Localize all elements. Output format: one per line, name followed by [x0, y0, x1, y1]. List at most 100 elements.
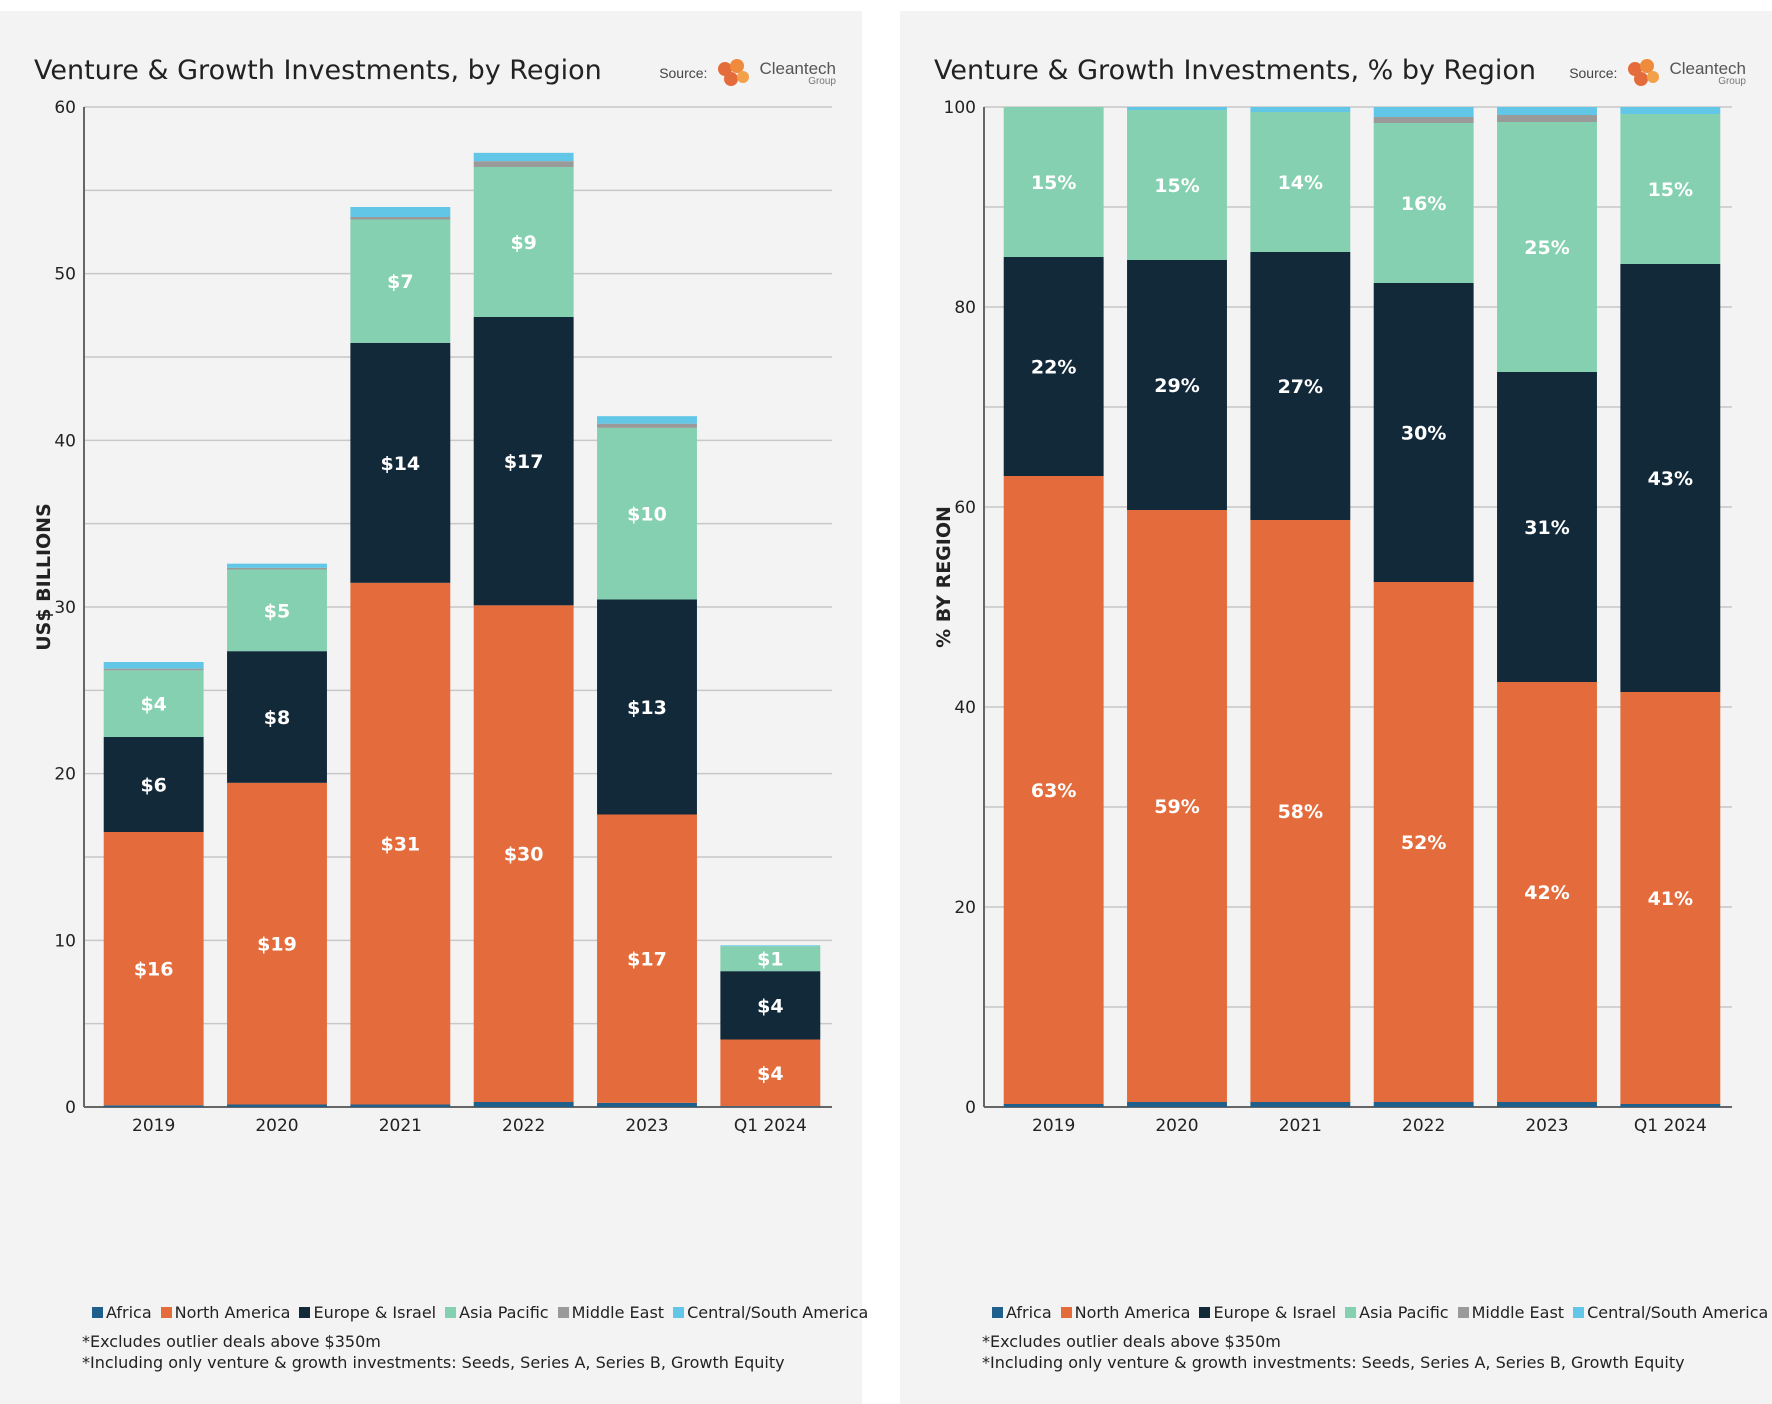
footnote: *Including only venture & growth investm…: [982, 1353, 1685, 1372]
bar-segment: [1497, 372, 1597, 682]
bar-segment: [1620, 692, 1721, 1104]
data-label: $9: [510, 232, 536, 254]
data-label: 25%: [1524, 237, 1569, 259]
bar-segment: [1373, 582, 1474, 1102]
bar-segment: [350, 219, 451, 343]
bar-segment: [1127, 1102, 1227, 1107]
data-label: 22%: [1031, 357, 1076, 379]
bar-segment: [720, 946, 821, 972]
data-label: 30%: [1401, 423, 1446, 445]
x-tick-label: 2019: [132, 1116, 175, 1136]
bar-segment: [1497, 1102, 1597, 1107]
legend-label: Europe & Israel: [1213, 1303, 1337, 1322]
bar-segment: [1003, 257, 1104, 476]
logo-text: Cleantech Group: [1669, 60, 1746, 87]
footnote: *Excludes outlier deals above $350m: [982, 1332, 1281, 1351]
bar-segment: [1373, 1102, 1474, 1107]
source-attribution: Source: Cleantech Group: [1569, 57, 1746, 89]
legend-swatch: [299, 1307, 311, 1318]
y-tick-label: 40: [54, 431, 76, 451]
bar-segment: [473, 152, 574, 162]
bar-segment: [1250, 112, 1351, 252]
y-tick-label: 80: [954, 298, 976, 318]
bar-segment: [597, 416, 697, 424]
chart-panel-absolute: Venture & Growth Investments, by Region …: [0, 11, 868, 1404]
footnotes: *Excludes outlier deals above $350m *Inc…: [982, 1331, 1685, 1373]
legend-item: North America: [160, 1303, 291, 1322]
bar-segment: [103, 832, 204, 1106]
bar-segment: [350, 207, 451, 217]
data-label: 31%: [1524, 517, 1569, 539]
y-tick-label: 60: [54, 98, 76, 118]
bar-segment: [1620, 264, 1721, 692]
y-tick-label: 60: [954, 498, 976, 518]
bar-segment: [1373, 123, 1474, 283]
legend-label: Middle East: [571, 1303, 665, 1322]
data-label: $17: [504, 451, 544, 473]
x-tick-label: 2021: [1279, 1116, 1322, 1136]
bar-segment: [350, 1104, 451, 1107]
bar-segment: [1003, 1104, 1104, 1107]
data-label: $4: [140, 694, 166, 716]
x-tick-label: 2019: [1032, 1116, 1075, 1136]
legend-item: Central/South America: [1573, 1303, 1768, 1322]
bar-segment: [597, 423, 697, 428]
bar-segment: [473, 167, 574, 317]
bar-segment: [103, 668, 204, 671]
bar-segment: [103, 1105, 204, 1107]
chart-title: Venture & Growth Investments, % by Regio…: [934, 55, 1536, 86]
legend-swatch: [1457, 1307, 1469, 1318]
bar-segment: [1127, 107, 1227, 110]
data-label: 43%: [1648, 468, 1693, 490]
bar-segment: [1373, 117, 1474, 123]
y-tick-label: 50: [54, 265, 76, 285]
legend-swatch: [1573, 1307, 1585, 1318]
legend-item: Middle East: [557, 1303, 665, 1322]
data-label: 58%: [1278, 801, 1323, 823]
bar-segment: [720, 945, 821, 947]
x-tick-label: 2023: [625, 1116, 668, 1136]
bar-segment: [1373, 107, 1474, 117]
legend-item: Asia Pacific: [445, 1303, 549, 1322]
bar-segment: [720, 1106, 821, 1107]
legend-item: North America: [1060, 1303, 1190, 1322]
data-label: $19: [257, 934, 297, 956]
bar-segment: [1127, 260, 1227, 510]
data-label: 29%: [1154, 375, 1199, 397]
x-tick-label: 2021: [379, 1116, 422, 1136]
legend-swatch: [1199, 1307, 1211, 1318]
stacked-bar-chart-absolute: 0 10 20 30 40 50 60 US$ BILLIONS $16 $6 $4 2019 $19 $…: [33, 98, 832, 1136]
data-label: $6: [140, 775, 166, 797]
source-attribution: Source: Cleantech Group: [659, 57, 836, 89]
legend-swatch: [160, 1307, 172, 1318]
bar-segment: [597, 599, 697, 815]
legend-item: Africa: [992, 1303, 1052, 1322]
legend-label: Central/South America: [687, 1303, 869, 1322]
data-label: $5: [264, 600, 290, 622]
bar-segment: [227, 563, 327, 568]
legend-item: Central/South America: [673, 1303, 868, 1322]
legend-label: Asia Pacific: [459, 1303, 549, 1322]
bar-segment: [1003, 476, 1104, 1104]
bar-segment: [1497, 682, 1597, 1102]
data-label: 15%: [1031, 172, 1076, 194]
legend-swatch: [1345, 1307, 1357, 1318]
x-tick-label: 2022: [1402, 1116, 1445, 1136]
data-label: 14%: [1278, 172, 1323, 194]
bar-segment: [1250, 107, 1351, 112]
y-tick-label: 10: [54, 931, 76, 951]
data-label: $14: [380, 453, 420, 475]
data-label: $4: [757, 1063, 783, 1085]
y-tick-label: 20: [954, 898, 976, 918]
legend-swatch: [1060, 1307, 1072, 1318]
legend-swatch: [557, 1307, 569, 1318]
legend: Africa North America Europe & Israel Asia P…: [992, 1303, 1768, 1322]
bar-segment: [227, 569, 327, 652]
legend-label: North America: [174, 1303, 291, 1322]
data-label: 59%: [1154, 796, 1199, 818]
source-label: Source:: [659, 65, 708, 81]
data-label: 15%: [1648, 179, 1693, 201]
legend-label: Africa: [106, 1303, 152, 1322]
bar-segment: [350, 342, 451, 583]
legend-swatch: [92, 1307, 103, 1318]
